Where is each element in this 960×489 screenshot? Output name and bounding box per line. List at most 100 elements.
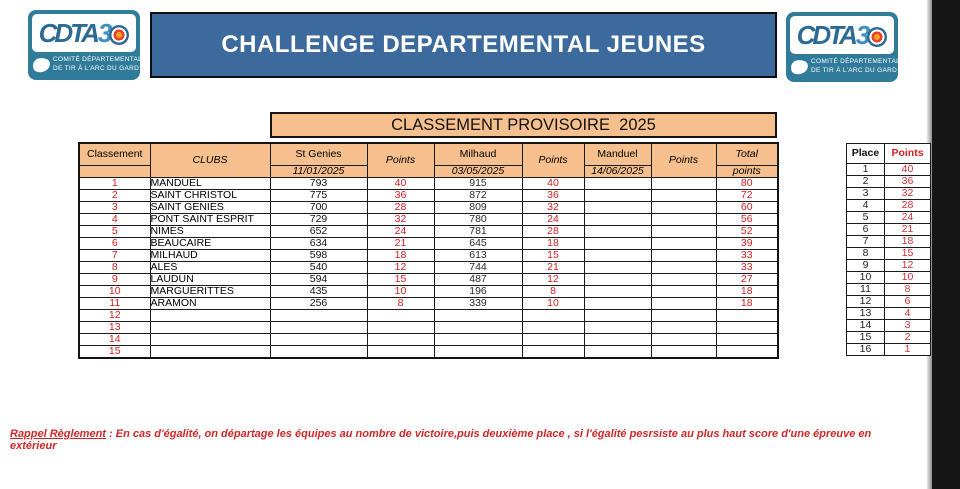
club-cell: MILHAUD — [149, 248, 271, 262]
gard-map-icon — [32, 56, 51, 73]
scale-row: 4 28 — [846, 199, 931, 212]
score-cell — [583, 176, 652, 190]
place-cell: 7 — [846, 235, 885, 248]
score-cell: 487 — [433, 272, 523, 286]
score-cell: 435 — [269, 284, 368, 298]
col-header-event1: St Genies — [269, 142, 368, 166]
points-cell: 10 — [366, 284, 435, 298]
rank-cell: 8 — [78, 260, 151, 274]
points-cell — [650, 284, 717, 298]
header-row-1: Classement CLUBS St Genies Points Milhau… — [78, 142, 779, 178]
table-row: 8 ALES 540 12 744 21 33 — [78, 260, 779, 274]
points-cell: 10 — [521, 296, 585, 310]
points-cell: 32 — [366, 212, 435, 226]
col-header-event2-date: 03/05/2025 — [433, 164, 523, 178]
table-row: 5 NIMES 652 24 781 28 52 — [78, 224, 779, 238]
scale-header-place: Place — [846, 143, 885, 164]
place-cell: 15 — [846, 331, 885, 344]
points-cell: 28 — [366, 200, 435, 214]
points-cell: 8 — [521, 284, 585, 298]
points-cell: 36 — [884, 175, 931, 188]
points-cell: 1 — [884, 343, 931, 356]
score-cell: 652 — [269, 224, 368, 238]
points-cell: 6 — [884, 295, 931, 308]
points-cell: 8 — [884, 283, 931, 296]
points-cell: 36 — [521, 188, 585, 202]
score-cell — [583, 224, 652, 238]
points-cell — [650, 176, 717, 190]
score-cell — [269, 344, 368, 358]
points-cell — [366, 308, 435, 322]
score-cell: 744 — [433, 260, 523, 274]
score-cell — [583, 332, 652, 346]
place-cell: 8 — [846, 247, 885, 260]
total-cell: 18 — [715, 296, 779, 310]
place-cell: 12 — [846, 295, 885, 308]
col-header-event3: Manduel — [583, 142, 652, 166]
points-cell — [521, 320, 585, 334]
points-cell: 3 — [884, 319, 931, 332]
score-cell — [583, 236, 652, 250]
club-cell: MARGUERITTES — [149, 284, 271, 298]
score-cell — [269, 332, 368, 346]
points-cell — [650, 308, 717, 322]
score-cell: 729 — [269, 212, 368, 226]
rank-cell: 2 — [78, 188, 151, 202]
logo-brand-box: CDTA 3 — [32, 14, 136, 52]
score-cell: 775 — [269, 188, 368, 202]
results-table-header: Classement CLUBS St Genies Points Milhau… — [78, 142, 779, 178]
results-table-body: 1 MANDUEL 793 40 915 40 80 2 SAINT CHRISTOL 775 36… — [78, 176, 779, 358]
club-cell: MANDUEL — [149, 176, 271, 190]
total-cell: 33 — [715, 260, 779, 274]
points-cell: 40 — [366, 176, 435, 190]
scale-row: 16 1 — [846, 343, 931, 356]
score-cell — [583, 272, 652, 286]
score-cell — [433, 332, 523, 346]
total-cell: 72 — [715, 188, 779, 202]
table-row: 6 BEAUCAIRE 634 21 645 18 39 — [78, 236, 779, 250]
score-cell: 645 — [433, 236, 523, 250]
col-header-classement: Classement — [78, 142, 151, 166]
score-cell: 872 — [433, 188, 523, 202]
logo-brand-text: CDTA — [796, 20, 858, 50]
score-cell: 613 — [433, 248, 523, 262]
results-table: Classement CLUBS St Genies Points Milhau… — [78, 142, 779, 359]
rule-reminder: Rappel Règlement : En cas d'égalité, on … — [10, 428, 920, 452]
score-cell: 634 — [269, 236, 368, 250]
points-cell — [650, 224, 717, 238]
logo-subtitle: COMITÉ DÉPARTEMENTAL DE TIR À L'ARC DU G… — [53, 56, 142, 72]
scale-row: 2 36 — [846, 175, 931, 188]
score-cell — [583, 212, 652, 226]
points-cell: 24 — [521, 212, 585, 226]
points-cell: 36 — [366, 188, 435, 202]
total-cell: 80 — [715, 176, 779, 190]
logo-subtitle: COMITÉ DÉPARTEMENTAL DE TIR À L'ARC DU G… — [811, 58, 900, 74]
scale-row: 8 15 — [846, 247, 931, 260]
points-cell — [366, 320, 435, 334]
col-header-points1: Points — [366, 142, 435, 178]
score-cell — [269, 320, 368, 334]
scale-row: 3 32 — [846, 187, 931, 200]
scale-row: 5 24 — [846, 211, 931, 224]
col-header-points2: Points — [521, 142, 585, 178]
points-cell — [650, 332, 717, 346]
col-header-clubs: CLUBS — [149, 142, 271, 178]
club-cell: BEAUCAIRE — [149, 236, 271, 250]
score-cell — [433, 320, 523, 334]
logo-subtitle-line1: COMITÉ DÉPARTEMENTAL — [53, 56, 143, 64]
club-cell: ARAMON — [149, 296, 271, 310]
total-cell — [715, 332, 779, 346]
points-cell — [650, 344, 717, 358]
points-cell: 12 — [884, 259, 931, 272]
place-cell: 9 — [846, 259, 885, 272]
scale-row: 7 18 — [846, 235, 931, 248]
score-cell: 196 — [433, 284, 523, 298]
table-row: 2 SAINT CHRISTOL 775 36 872 36 72 — [78, 188, 779, 202]
logo-subtitle-line2: DE TIR À L'ARC DU GARD — [53, 64, 140, 72]
points-cell: 28 — [521, 224, 585, 238]
total-cell — [715, 320, 779, 334]
score-cell — [583, 308, 652, 322]
logo-brand-box: CDTA 3 — [790, 16, 894, 54]
scale-row: 11 8 — [846, 283, 931, 296]
archery-target-icon — [867, 27, 888, 47]
